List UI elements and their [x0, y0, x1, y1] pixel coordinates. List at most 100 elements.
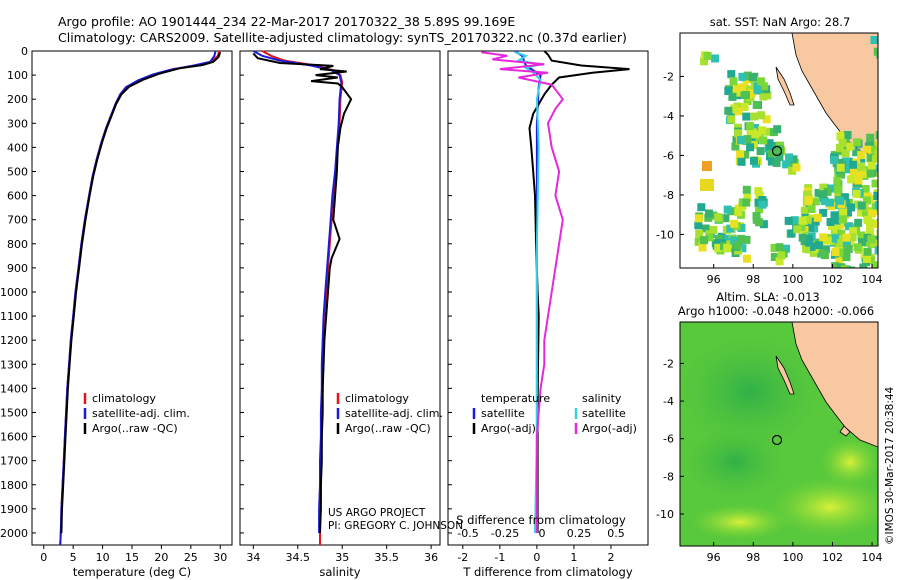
sla-map-frame — [679, 321, 879, 547]
sst-cell — [874, 149, 878, 158]
sst-cell — [857, 231, 866, 240]
map-y-tick-label: -2 — [663, 357, 674, 370]
legend-climatology-label: climatology — [92, 392, 156, 405]
header-line-1: Argo profile: AO 1901444_234 22-Mar-2017… — [58, 14, 515, 29]
sst-cell — [837, 170, 846, 179]
sst-cell — [871, 261, 878, 268]
mentawai-islands — [775, 355, 795, 395]
x-tick-label: 5 — [70, 551, 77, 564]
sst-cell — [872, 154, 878, 163]
sst-cell — [805, 223, 814, 232]
sst-cell — [874, 246, 878, 255]
sst-cell — [834, 235, 842, 244]
credit-stamp: ©IMOS 30-Mar-2017 20:38:44 — [884, 386, 896, 545]
sst-cell — [767, 157, 776, 166]
sst-cell — [830, 216, 839, 225]
map-y-tick-label: -10 — [656, 508, 674, 521]
sla-map-title: Altim. SLA: -0.013 — [716, 290, 820, 304]
sst-cell — [755, 218, 764, 227]
sst-cell — [748, 89, 757, 98]
sst-cell — [866, 133, 875, 142]
header-line-2: Climatology: CARS2009. Satellite-adjuste… — [58, 30, 627, 45]
sst-cell — [701, 224, 710, 233]
y-tick-label: 1900 — [0, 503, 28, 516]
sst-cell — [709, 211, 718, 220]
sst-cell — [876, 140, 878, 149]
sst-cell — [729, 77, 738, 86]
sst-cell — [759, 136, 768, 145]
sst-cell — [737, 224, 746, 232]
sst-cell — [857, 208, 866, 217]
sst-cell — [835, 143, 844, 152]
sst-cell — [752, 101, 761, 109]
sst-cell — [730, 219, 739, 228]
sst-cell — [770, 253, 779, 261]
sst-cell — [863, 145, 872, 154]
sst-cell — [845, 222, 854, 231]
sst-cell — [762, 115, 771, 124]
sst-cell — [805, 195, 814, 204]
sst-cell — [704, 213, 713, 222]
sst-cell — [807, 205, 816, 213]
sst-cell — [875, 196, 878, 205]
sst-cell — [862, 208, 870, 217]
legend-temperature-title: temperature — [481, 392, 550, 405]
legend-satellite-label: satellite-adj. clim. — [345, 407, 443, 420]
legend-argo-label: Argo(..raw -QC) — [345, 422, 431, 435]
sst-cell — [705, 233, 714, 242]
map-x-tick-label: 100 — [782, 273, 803, 286]
sst-cell — [826, 198, 834, 207]
sst-cell — [758, 196, 767, 204]
sst-cell — [755, 191, 764, 200]
sst-cell — [733, 83, 742, 92]
sst-cell — [721, 214, 730, 223]
sst-cell — [844, 208, 852, 217]
sst-cell — [714, 213, 723, 222]
x2-tick-label: -0.5 — [457, 527, 478, 540]
map-y-tick-label: -4 — [663, 110, 674, 123]
sst-cell — [793, 225, 802, 234]
sst-cell — [847, 175, 856, 184]
sst-cell — [841, 149, 850, 158]
series-line-climatology — [261, 50, 344, 545]
sst-cell — [759, 82, 768, 91]
legend-t-satellite-label: satellite — [481, 407, 525, 420]
sst-cell — [782, 244, 791, 253]
difference-x2-label: S difference from climatology — [456, 513, 626, 527]
y-tick-label: 1600 — [0, 431, 28, 444]
series-line-argo-raw-qc- — [60, 51, 222, 534]
sst-cell — [742, 185, 751, 194]
legend-t-argo-label: Argo(-adj) — [481, 422, 536, 435]
series-line-s-satellite — [514, 51, 542, 534]
sst-cell — [875, 131, 878, 140]
y-tick-label: 300 — [7, 117, 28, 130]
sst-cell — [854, 176, 863, 185]
sst-cell — [842, 233, 851, 242]
sst-cell — [697, 203, 706, 212]
sst-cell — [848, 233, 857, 242]
sst-cell — [853, 243, 862, 252]
sst-cell — [775, 153, 784, 162]
sst-cell — [737, 157, 746, 166]
sst-cell — [835, 248, 844, 257]
sst-cell — [742, 112, 751, 121]
sst-cell — [705, 209, 713, 218]
sst-cell — [868, 145, 877, 154]
sst-cell — [826, 218, 835, 226]
sla-high-anomaly — [770, 477, 878, 537]
sst-cell — [873, 47, 878, 56]
sst-map-area — [680, 33, 878, 268]
sst-cell — [867, 161, 876, 170]
sst-cell — [772, 158, 781, 167]
sst-cell — [775, 257, 784, 266]
x2-tick-label: 0.5 — [607, 527, 625, 540]
y-tick-label: 1100 — [0, 310, 28, 323]
sst-cell — [844, 245, 853, 253]
sst-cell — [743, 193, 752, 202]
sst-cell — [746, 143, 755, 152]
sst-cell — [777, 251, 786, 260]
x-tick-label: 0 — [40, 551, 47, 564]
legend-s-argo-label: Argo(-adj) — [582, 422, 637, 435]
sst-cell — [740, 103, 749, 111]
